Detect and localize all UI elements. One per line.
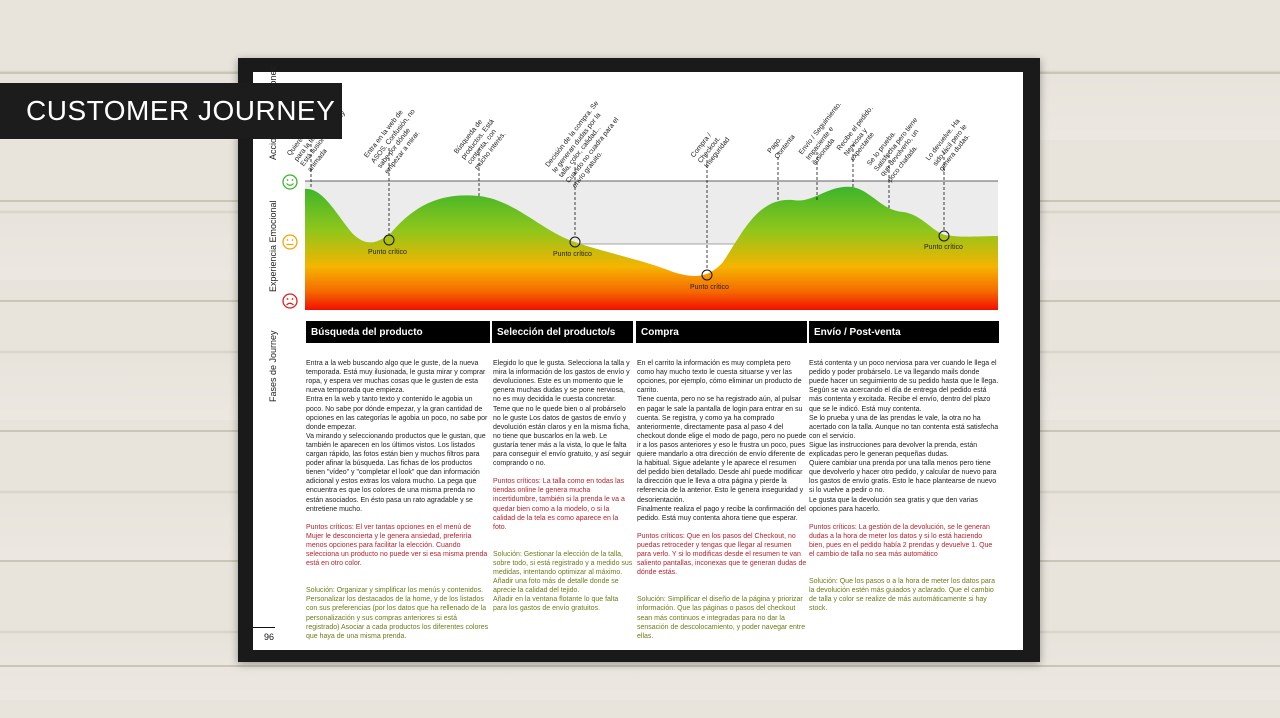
phase-column-envio: Está contenta y un poco nerviosa para ve… <box>809 350 999 623</box>
phase-solution: Solución: Organizar y simplificar los me… <box>306 587 489 640</box>
phase-critical: Puntos críticos: El ver tantas opciones … <box>306 523 488 568</box>
emotion-chart <box>305 144 998 310</box>
phase-body: Elegido lo que le gusta. Selecciona la t… <box>493 360 631 468</box>
phase-column-seleccion: Elegido lo que le gusta. Selecciona la t… <box>493 350 633 623</box>
page-number-rule <box>253 627 275 628</box>
sad-face-icon <box>282 293 298 309</box>
annotation-leaders <box>310 144 945 270</box>
phase-header-busqueda: Búsqueda del producto <box>306 321 490 343</box>
phase-critical: Puntos críticos: La talla como en todas … <box>493 478 625 531</box>
happy-face-icon <box>282 174 298 190</box>
phase-critical: Puntos críticos: Que en los pasos del Ch… <box>637 532 807 577</box>
phase-column-busqueda: Entra a la web buscando algo que le gust… <box>306 350 490 650</box>
phase-body: Entra a la web buscando algo que le gust… <box>306 360 488 513</box>
neutral-face-icon <box>282 234 298 250</box>
phase-header-compra: Compra <box>636 321 807 343</box>
phase-solution: Solución: Que los pasos o a la hora de m… <box>809 578 995 613</box>
journey-page <box>253 72 1023 650</box>
banner-title: CUSTOMER JOURNEY <box>0 83 342 139</box>
phase-critical: Puntos críticos: La gestión de la devolu… <box>809 523 993 558</box>
page-number: 96 <box>264 632 275 642</box>
critical-label-1: Punto crítico <box>368 249 407 256</box>
critical-point-marker <box>938 230 950 242</box>
label-experiencia: Experiencia Emocional <box>268 200 278 292</box>
phase-header-envio: Envío / Post-venta <box>809 321 999 343</box>
label-fases: Fases de Journey <box>268 330 278 402</box>
phase-solution: Solución: Gestionar la elección de la ta… <box>493 550 633 613</box>
phase-solution: Solución: Simplificar el diseño de la pá… <box>637 596 806 640</box>
critical-point-marker <box>569 236 581 248</box>
phase-body: Está contenta y un poco nerviosa para ve… <box>809 360 999 513</box>
phase-header-seleccion: Selección del producto/s <box>492 321 633 343</box>
phase-column-compra: En el carrito la información es muy comp… <box>637 350 807 650</box>
phase-body: En el carrito la información es muy comp… <box>637 360 807 522</box>
critical-label-2: Punto crítico <box>553 251 592 258</box>
critical-label-4: Punto crítico <box>924 244 963 251</box>
critical-label-3: Punto crítico <box>690 284 729 291</box>
critical-point-marker <box>701 269 713 281</box>
emotion-curve-area <box>305 186 998 310</box>
